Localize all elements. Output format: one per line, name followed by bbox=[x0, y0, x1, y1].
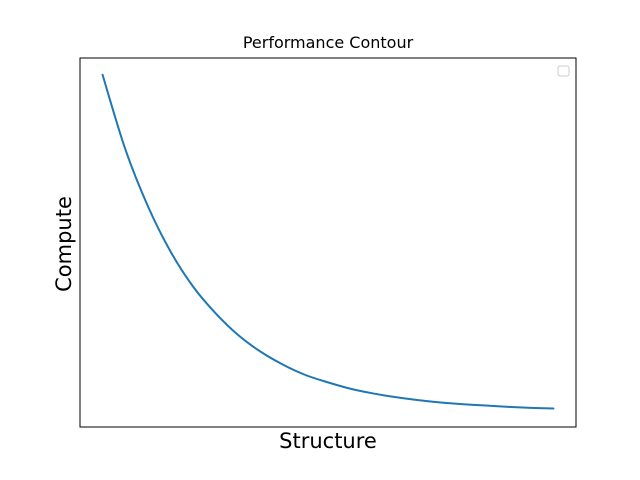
legend-box bbox=[557, 65, 570, 77]
series-line-0 bbox=[101, 73, 555, 410]
x-axis-label: Structure bbox=[279, 429, 377, 453]
chart-title: Performance Contour bbox=[243, 33, 414, 52]
series-layer bbox=[101, 73, 555, 410]
y-axis-label: Compute bbox=[52, 196, 76, 292]
plot-area bbox=[79, 57, 577, 428]
